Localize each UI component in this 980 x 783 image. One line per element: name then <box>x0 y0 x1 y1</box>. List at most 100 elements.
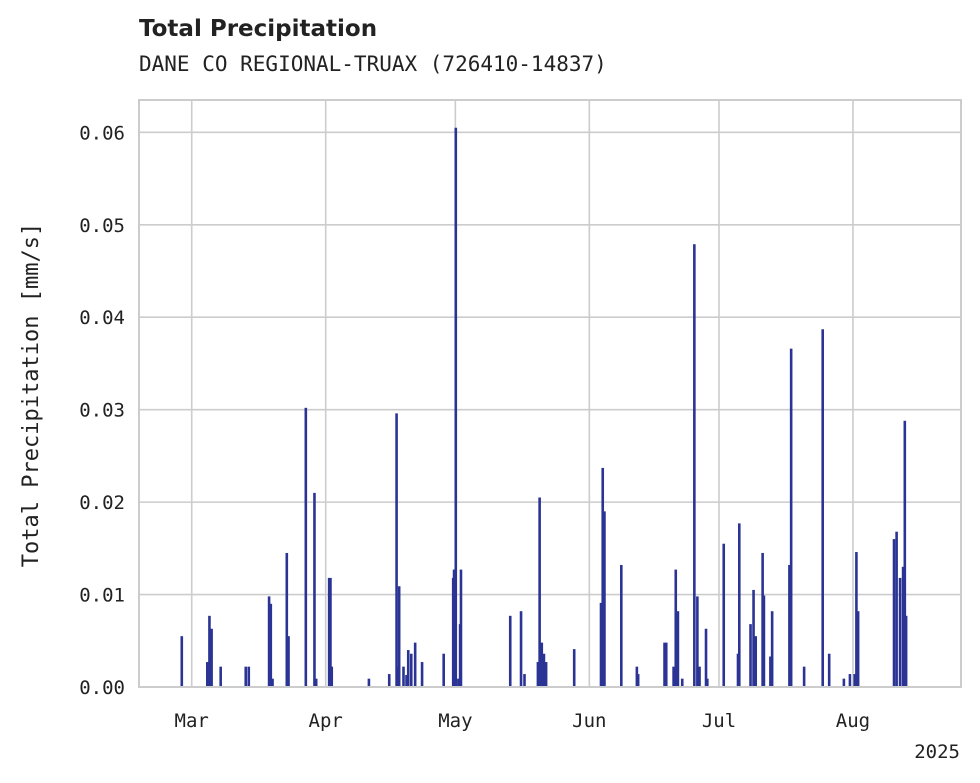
precip-bar <box>413 642 417 687</box>
precip-bar <box>788 564 791 687</box>
precip-bar <box>842 678 846 687</box>
y-axis-ticks: 0.00 0.01 0.02 0.03 0.04 0.05 0.06 <box>79 122 125 699</box>
precip-bar <box>601 467 605 687</box>
precip-bar <box>271 678 274 687</box>
precip-bar <box>210 628 213 687</box>
precip-bar <box>542 653 546 687</box>
precip-bar <box>674 569 678 687</box>
precip-bar <box>409 653 413 687</box>
precip-bar <box>247 666 251 687</box>
precip-bar <box>636 674 640 687</box>
precip-bar <box>903 420 907 687</box>
precip-bar <box>397 586 401 687</box>
x-axis-ticks: Mar Apr May Jun Jul Aug <box>175 710 871 732</box>
y-tick-label: 0.01 <box>79 585 125 607</box>
precip-bar <box>895 531 898 687</box>
precip-bar <box>762 595 766 687</box>
precip-bar <box>676 611 680 687</box>
precip-bar <box>722 543 726 687</box>
chart-subtitle: DANE CO REGIONAL-TRUAX (726410-14837) <box>139 52 607 76</box>
precip-bar <box>523 674 526 687</box>
y-tick-label: 0.05 <box>79 215 125 237</box>
precip-bar <box>452 569 456 687</box>
x-tick-label: Jul <box>702 710 736 732</box>
precip-bar <box>459 569 463 687</box>
precip-bar <box>287 636 290 687</box>
precip-bar <box>904 615 908 687</box>
precip-bar <box>205 662 209 687</box>
precip-bar <box>789 348 793 687</box>
precip-bar <box>304 407 308 687</box>
precip-bar <box>855 552 858 687</box>
precip-bar <box>402 666 405 687</box>
precip-bar <box>536 662 540 687</box>
precip-bar <box>219 666 222 687</box>
x-tick-label: May <box>438 710 472 732</box>
precip-bar <box>406 650 410 687</box>
precip-bar <box>442 653 445 687</box>
precip-bar <box>269 603 273 687</box>
precip-bar <box>540 642 544 687</box>
grid <box>139 100 961 687</box>
precip-bar <box>538 497 541 687</box>
y-tick-label: 0.02 <box>79 492 125 514</box>
precip-bar <box>208 615 211 687</box>
precip-bar <box>454 127 458 687</box>
precip-bar <box>698 666 701 687</box>
precip-bar <box>892 539 896 687</box>
precip-bar <box>329 577 332 687</box>
precip-bar <box>519 611 523 687</box>
precip-bar <box>696 596 699 687</box>
x-tick-label: Apr <box>309 710 343 732</box>
precip-bar <box>898 577 902 687</box>
precip-bar <box>749 624 752 687</box>
x-tick-label: Mar <box>175 710 209 732</box>
precip-bar <box>704 628 708 687</box>
precip-bar <box>901 566 905 687</box>
precip-bar <box>737 523 741 687</box>
precip-bar <box>821 329 825 687</box>
y-tick-label: 0.04 <box>79 307 125 329</box>
precip-bar <box>853 674 856 687</box>
precip-bar <box>599 602 603 687</box>
precip-bar <box>395 413 398 687</box>
precip-bar <box>544 662 548 687</box>
precip-bar <box>620 564 623 687</box>
precip-bar <box>457 678 460 687</box>
precip-bar <box>664 642 668 687</box>
precip-bar <box>387 674 391 687</box>
precip-bar <box>752 589 755 687</box>
precip-bar <box>267 596 271 687</box>
precip-bar <box>672 666 675 687</box>
x-tick-label: Jun <box>572 710 606 732</box>
precip-bar <box>314 678 318 687</box>
precip-bar <box>680 678 684 687</box>
precip-bar <box>420 662 424 687</box>
x-tick-label: Aug <box>836 710 870 732</box>
x-axis-offset-label: 2025 <box>914 741 960 763</box>
precip-bar <box>754 636 758 687</box>
y-axis-label: Total Precipitation [mm/s] <box>19 223 44 567</box>
precip-bar <box>572 649 576 687</box>
plot-frame <box>138 99 962 688</box>
y-tick-label: 0.06 <box>79 122 125 144</box>
precip-bar <box>508 615 512 687</box>
precip-bar <box>313 492 316 687</box>
precip-bar <box>848 674 852 687</box>
precip-bar <box>693 244 696 687</box>
y-tick-label: 0.00 <box>79 677 125 699</box>
y-tick-label: 0.03 <box>79 400 125 422</box>
precip-bar <box>180 636 184 687</box>
precip-bar <box>603 511 606 687</box>
precip-bar <box>827 653 831 687</box>
precip-bar <box>706 678 709 687</box>
precip-bar <box>405 674 408 687</box>
precip-bar <box>769 656 772 687</box>
precip-bar <box>285 552 289 687</box>
precip-bar <box>770 611 774 687</box>
precip-bar <box>856 611 860 687</box>
precip-bar <box>330 666 334 687</box>
precip-bar <box>663 642 666 687</box>
bars <box>180 127 908 687</box>
